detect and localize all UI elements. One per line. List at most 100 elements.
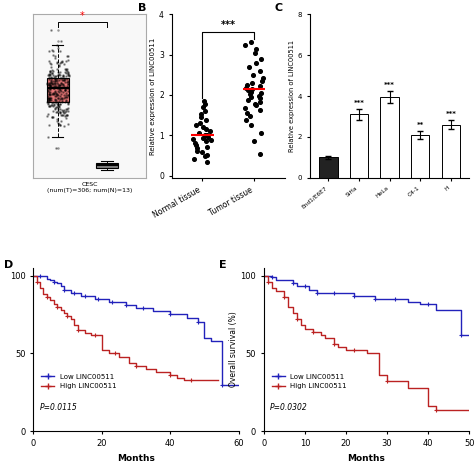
Point: [51, 75, 59, 83]
Point: [61, 86, 69, 94]
Bar: [411, 135, 429, 178]
Point: [46, 71, 54, 79]
X-axis label: CESC
(num(T)=306; num(N)=13): CESC (num(T)=306; num(N)=13): [47, 182, 132, 193]
Point: [57, 94, 65, 102]
Point: [62, 86, 69, 94]
Point: [201, 153, 209, 160]
Point: [64, 100, 71, 108]
Point: [55, 76, 63, 84]
Point: [54, 84, 62, 91]
Point: [49, 70, 56, 77]
Bar: [319, 157, 337, 178]
Point: [61, 98, 68, 106]
Point: [248, 79, 255, 87]
Point: [46, 82, 54, 90]
Point: [53, 90, 61, 98]
Point: [63, 96, 70, 103]
Point: [206, 128, 214, 135]
Point: [59, 81, 66, 89]
Point: [53, 58, 61, 66]
Bar: [381, 97, 399, 178]
Point: [46, 80, 53, 87]
Point: [55, 68, 62, 75]
Point: [56, 100, 64, 108]
Point: [253, 102, 260, 109]
Point: [50, 73, 58, 81]
Point: [53, 84, 61, 91]
Point: [60, 71, 67, 79]
Point: [62, 111, 70, 119]
Point: [60, 82, 67, 90]
Point: [64, 111, 71, 119]
Point: [256, 150, 264, 157]
Bar: [442, 125, 460, 178]
Point: [53, 42, 61, 49]
Text: ***: ***: [354, 100, 365, 106]
Point: [203, 143, 211, 150]
Point: [64, 84, 72, 92]
Point: [46, 67, 54, 75]
Point: [197, 110, 205, 118]
Point: [54, 102, 62, 109]
Point: [48, 80, 56, 87]
Point: [55, 106, 62, 113]
Point: [46, 80, 53, 88]
Point: [46, 88, 53, 95]
Point: [44, 99, 51, 106]
Point: [47, 101, 55, 109]
Point: [52, 90, 60, 98]
PathPatch shape: [96, 163, 118, 168]
Point: [57, 37, 64, 45]
Point: [47, 94, 55, 101]
Point: [196, 119, 204, 127]
Point: [54, 77, 61, 85]
Point: [45, 95, 53, 102]
Point: [48, 74, 56, 82]
Point: [57, 58, 64, 66]
Point: [201, 132, 208, 139]
Point: [44, 112, 51, 120]
Point: [44, 80, 51, 87]
Point: [58, 111, 65, 119]
Point: [48, 26, 55, 34]
Point: [55, 71, 63, 78]
Point: [64, 75, 71, 82]
Point: [249, 71, 257, 79]
Point: [199, 148, 206, 156]
Point: [57, 118, 65, 125]
Text: D: D: [4, 260, 14, 270]
Point: [45, 84, 53, 92]
Point: [244, 86, 252, 94]
Point: [252, 45, 259, 52]
Point: [61, 65, 68, 73]
Point: [45, 81, 53, 88]
Point: [201, 97, 208, 105]
Point: [46, 70, 54, 78]
Point: [44, 87, 52, 95]
Point: [51, 77, 58, 85]
Point: [48, 46, 56, 54]
Point: [55, 61, 63, 69]
Point: [63, 58, 70, 65]
Point: [56, 74, 64, 82]
Point: [63, 89, 70, 97]
Point: [259, 74, 267, 82]
Point: [49, 99, 57, 106]
Point: [57, 79, 64, 87]
Point: [45, 86, 52, 94]
Point: [199, 103, 207, 111]
Point: [46, 68, 54, 76]
Point: [56, 121, 64, 128]
Point: [192, 141, 200, 149]
Point: [57, 79, 64, 87]
Point: [247, 121, 255, 129]
Point: [48, 69, 56, 77]
Point: [56, 121, 64, 129]
Point: [53, 108, 61, 116]
Point: [63, 52, 70, 60]
Point: [46, 73, 53, 81]
Point: [58, 111, 66, 119]
Point: [61, 84, 69, 91]
Point: [257, 55, 265, 63]
Point: [45, 98, 53, 105]
